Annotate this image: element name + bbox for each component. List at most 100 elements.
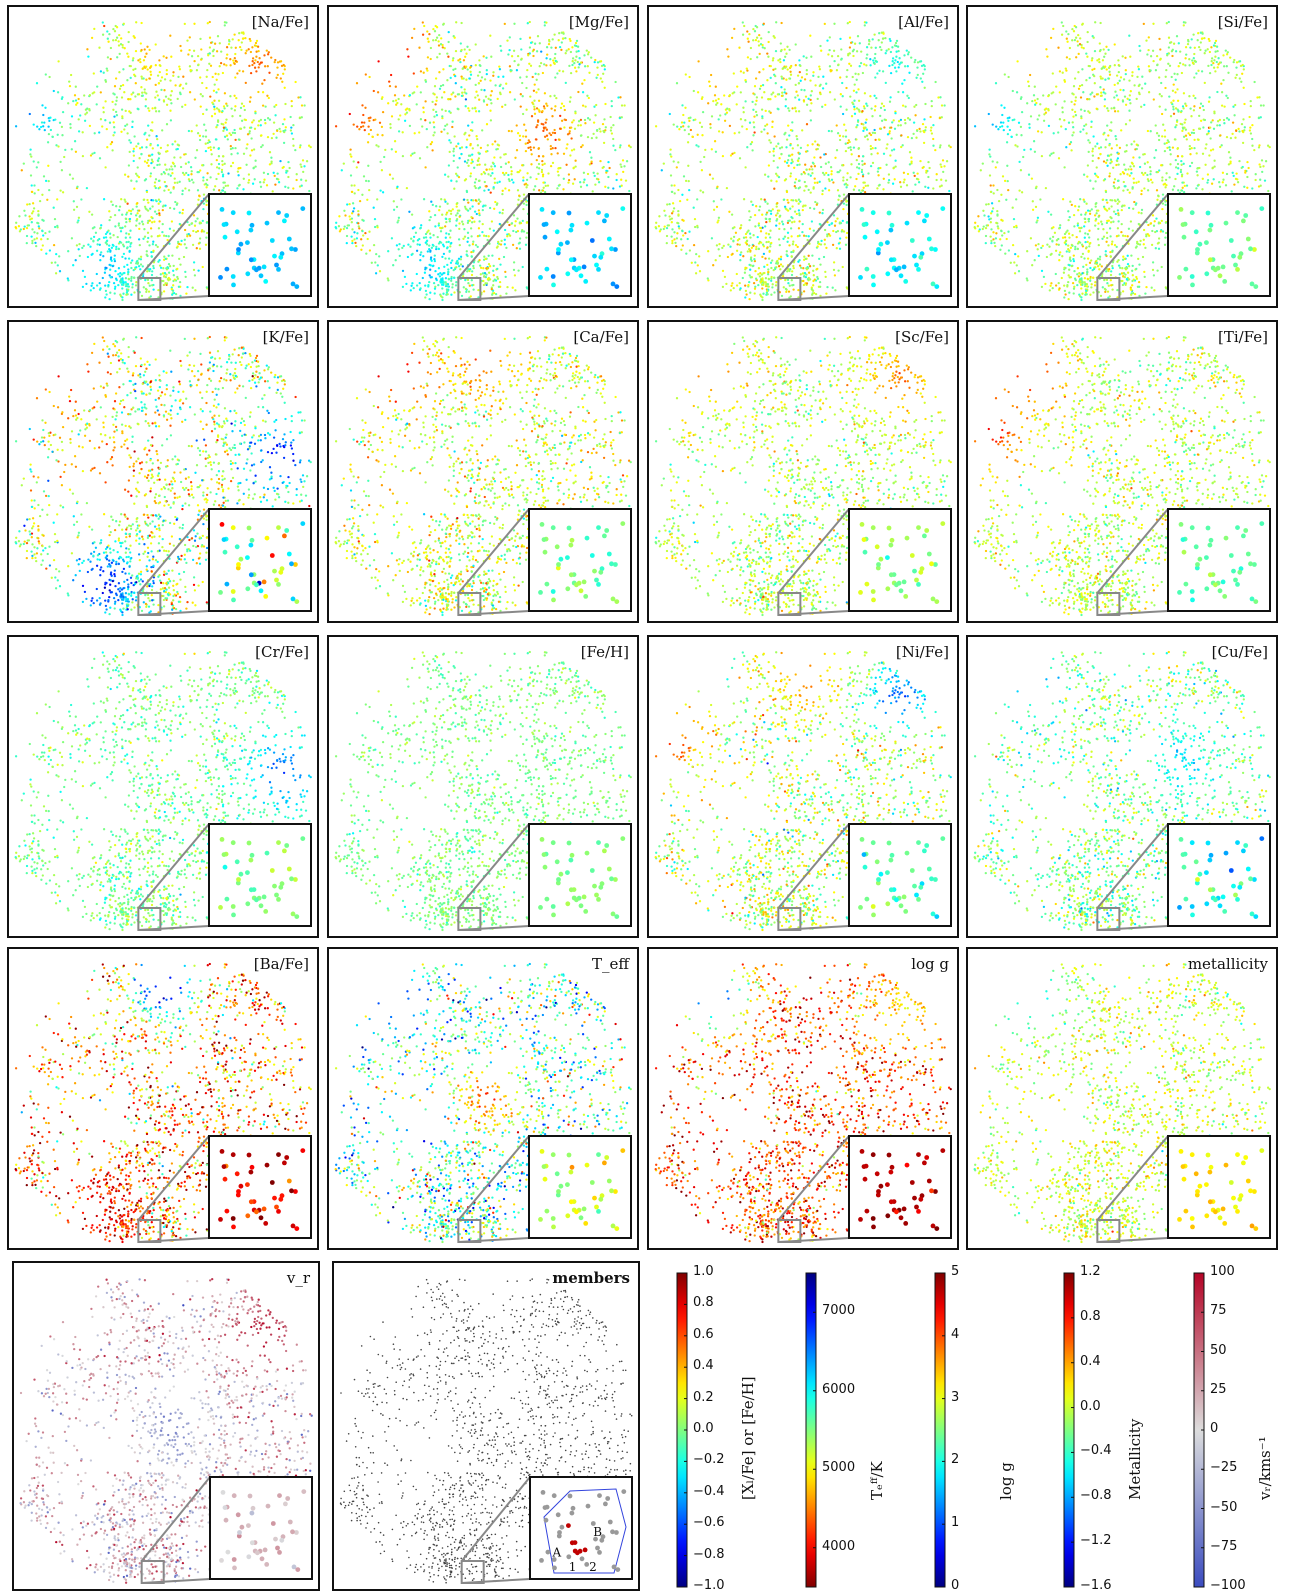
data-point (98, 157, 102, 160)
data-point (375, 252, 378, 256)
data-point (694, 118, 697, 121)
data-point (129, 236, 132, 239)
data-point (533, 105, 536, 108)
data-point (78, 254, 81, 258)
data-point (759, 230, 763, 233)
data-point (888, 64, 891, 68)
data-point (823, 243, 826, 246)
data-point (447, 164, 451, 167)
data-point (603, 68, 606, 71)
data-point (467, 290, 471, 293)
data-point (396, 101, 399, 105)
data-point (55, 252, 58, 256)
data-point (475, 90, 478, 93)
data-point (714, 150, 718, 153)
data-point (122, 68, 125, 71)
data-point (393, 140, 397, 143)
data-point (100, 224, 103, 227)
data-point (163, 255, 166, 258)
data-point (467, 282, 470, 285)
data-point (784, 278, 787, 282)
data-point (806, 144, 809, 147)
data-point (672, 160, 675, 163)
data-point (512, 268, 516, 272)
data-point (167, 271, 171, 274)
data-point (913, 60, 916, 64)
data-point (121, 46, 124, 49)
data-point (499, 165, 503, 169)
data-point (473, 181, 477, 184)
data-point (590, 136, 594, 140)
data-point (479, 200, 482, 203)
data-point (378, 270, 382, 273)
data-point (454, 284, 458, 287)
data-point (432, 234, 435, 237)
data-point (744, 232, 748, 236)
data-point (513, 274, 517, 277)
data-point (901, 82, 904, 85)
data-point (701, 134, 704, 137)
data-point (842, 202, 846, 205)
data-point (610, 99, 613, 103)
data-point (394, 259, 397, 262)
data-point (785, 138, 789, 141)
data-point (488, 227, 492, 230)
data-point (538, 42, 541, 45)
data-point (118, 52, 121, 56)
data-point (357, 213, 360, 216)
data-point (499, 263, 502, 266)
data-point (169, 174, 172, 177)
data-point (781, 265, 784, 268)
data-point (553, 94, 556, 97)
data-point (157, 209, 161, 212)
data-point (127, 240, 130, 244)
data-point (103, 271, 107, 274)
data-point (454, 214, 458, 217)
data-point (172, 284, 175, 287)
data-point (463, 228, 466, 231)
data-point (422, 198, 426, 201)
data-point (576, 45, 580, 48)
data-point (161, 129, 164, 132)
data-point (439, 241, 443, 244)
data-point (827, 178, 831, 181)
data-point (625, 160, 629, 163)
data-point (788, 284, 791, 287)
data-point (146, 68, 149, 71)
data-point (505, 82, 508, 85)
data-point (532, 188, 536, 191)
data-point (74, 85, 77, 88)
data-point (177, 144, 181, 147)
data-point (379, 189, 382, 192)
data-point (595, 76, 598, 79)
data-point (256, 45, 260, 48)
data-point (33, 238, 36, 241)
data-point (349, 174, 353, 177)
data-point (25, 241, 28, 245)
data-point (154, 243, 158, 247)
data-point (205, 200, 208, 203)
inset-point (555, 250, 561, 256)
data-point (287, 175, 290, 179)
data-point (677, 161, 680, 164)
data-point (172, 71, 175, 74)
data-point (403, 119, 407, 122)
data-point (684, 73, 687, 76)
data-point (501, 189, 504, 192)
data-point (489, 34, 492, 37)
data-point (455, 205, 458, 208)
data-point (274, 183, 277, 186)
data-point (863, 92, 867, 95)
data-point (460, 152, 463, 156)
data-point (684, 179, 688, 183)
inset-point (550, 274, 556, 279)
data-point (943, 165, 946, 168)
data-point (490, 55, 493, 58)
data-point (105, 67, 108, 70)
data-point (848, 46, 852, 49)
data-point (409, 154, 413, 157)
data-point (564, 81, 567, 85)
data-point (126, 273, 130, 276)
data-point (681, 244, 684, 247)
data-point (106, 250, 109, 253)
